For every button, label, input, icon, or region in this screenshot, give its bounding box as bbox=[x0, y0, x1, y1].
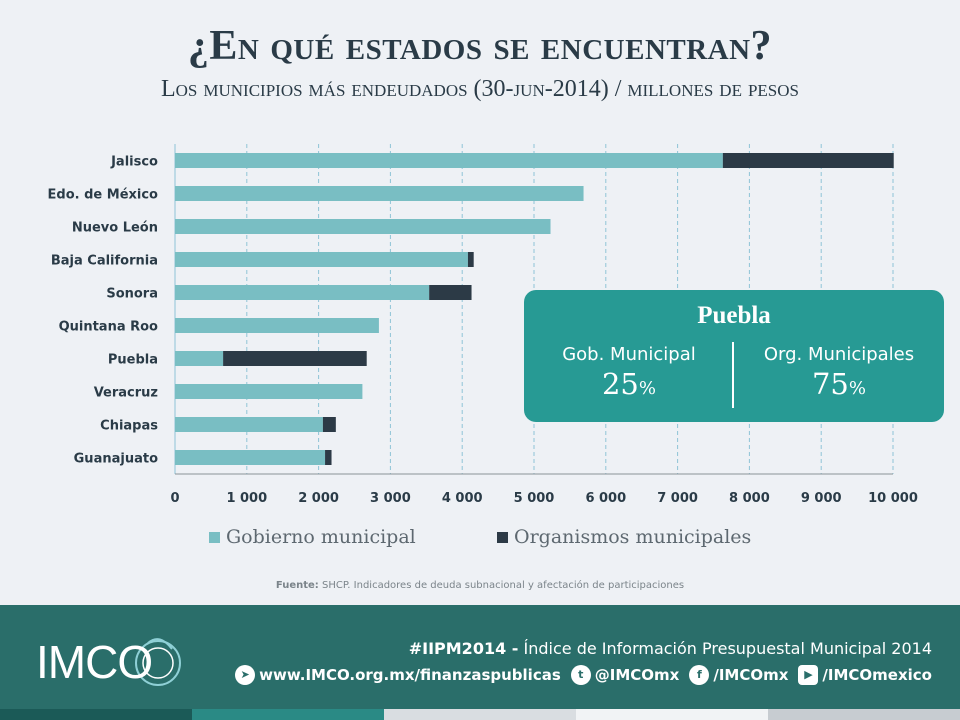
x-tick-label: 8 000 bbox=[729, 491, 770, 506]
bar-gobierno bbox=[175, 219, 551, 234]
link-facebook[interactable]: /IMCOmx bbox=[713, 666, 789, 684]
stripe bbox=[0, 709, 192, 720]
bar-gobierno bbox=[175, 186, 584, 201]
x-tick-label: 0 bbox=[170, 491, 179, 506]
footer: IMCO #IIPM2014 - Índice de Información P… bbox=[0, 605, 960, 720]
x-tick-label: 10 000 bbox=[868, 491, 918, 506]
logo-text: IMCO bbox=[36, 636, 153, 688]
bar-organismos bbox=[722, 153, 894, 168]
callout-title: Puebla bbox=[697, 302, 771, 329]
send-icon: ➤ bbox=[235, 665, 256, 685]
x-tick-label: 4 000 bbox=[442, 491, 483, 506]
category-label: Guanajuato bbox=[74, 452, 158, 467]
stripe bbox=[768, 709, 960, 720]
bar-organismos bbox=[429, 285, 472, 300]
category-label: Chiapas bbox=[100, 419, 158, 434]
callout-right: Org. Municipales 75% bbox=[734, 344, 944, 401]
category-label: Veracruz bbox=[94, 386, 158, 401]
stripe bbox=[576, 709, 768, 720]
x-tick-label: 6 000 bbox=[585, 491, 626, 506]
callout-divider bbox=[732, 342, 734, 408]
legend-swatch-gobierno bbox=[209, 531, 220, 543]
x-tick-label: 1 000 bbox=[226, 491, 267, 506]
bar-gobierno bbox=[175, 351, 224, 366]
twitter-icon: t bbox=[570, 665, 591, 685]
bar-organismos bbox=[322, 417, 336, 432]
logo-swirl-icon bbox=[135, 638, 181, 686]
link-website[interactable]: www.IMCO.org.mx/finanzaspublicas bbox=[259, 666, 561, 684]
category-label: Puebla bbox=[108, 353, 158, 368]
link-twitter[interactable]: @IMCOmx bbox=[594, 666, 680, 684]
x-tick-label: 2 000 bbox=[298, 491, 339, 506]
callout-right-label: Org. Municipales bbox=[763, 344, 915, 365]
legend-label-gobierno: Gobierno municipal bbox=[226, 526, 416, 548]
bar-gobierno bbox=[175, 285, 430, 300]
category-label: Quintana Roo bbox=[59, 320, 158, 335]
callout-left: Gob. Municipal 25% bbox=[524, 344, 734, 401]
bar-gobierno bbox=[175, 417, 323, 432]
callout-left-value: 25% bbox=[601, 367, 656, 401]
bar-gobierno bbox=[175, 252, 468, 267]
category-label: Edo. de México bbox=[48, 188, 159, 203]
page-title: ¿En qué estados se encuentran? bbox=[187, 23, 773, 69]
tagline: #IIPM2014 - Índice de Información Presup… bbox=[408, 639, 932, 658]
x-tick-label: 3 000 bbox=[370, 491, 411, 506]
bar-gobierno bbox=[175, 450, 326, 465]
legend-organismos: Organismos municipales bbox=[497, 526, 751, 548]
x-tick-label: 5 000 bbox=[514, 491, 555, 506]
page-subtitle: Los municipios más endeudados (30-jun-20… bbox=[160, 76, 799, 102]
bar-organismos bbox=[325, 450, 332, 465]
legend-label-organismos: Organismos municipales bbox=[514, 526, 752, 548]
link-youtube[interactable]: /IMCOmexico bbox=[822, 666, 932, 684]
legend-gobierno: Gobierno municipal bbox=[209, 526, 416, 548]
category-label: Jalisco bbox=[110, 155, 158, 170]
bar-gobierno bbox=[175, 153, 723, 168]
stripe bbox=[384, 709, 576, 720]
bar-organismos bbox=[467, 252, 474, 267]
category-label: Sonora bbox=[106, 287, 158, 302]
source-note: Fuente: SHCP. Indicadores de deuda subna… bbox=[275, 580, 685, 591]
bar-chart: 0 1 000 2 000 3 000 4 000 5 000 6 000 7 000 8 00… bbox=[48, 144, 918, 506]
footer-stripes bbox=[0, 709, 960, 720]
x-tick-label: 9 000 bbox=[801, 491, 842, 506]
bar-organismos bbox=[223, 351, 367, 366]
bar-gobierno bbox=[175, 384, 363, 399]
imco-logo: IMCO bbox=[36, 625, 196, 695]
callout-left-label: Gob. Municipal bbox=[562, 344, 696, 365]
legend-swatch-organismos bbox=[497, 531, 508, 543]
stripe bbox=[192, 709, 384, 720]
category-label: Nuevo León bbox=[72, 221, 158, 236]
callout-right-value: 75% bbox=[811, 367, 866, 401]
youtube-icon: ▶ bbox=[798, 665, 819, 685]
bar-gobierno bbox=[175, 318, 379, 333]
footer-links: ➤ www.IMCO.org.mx/finanzaspublicas t @IM… bbox=[225, 665, 932, 685]
category-label: Baja California bbox=[51, 254, 158, 269]
facebook-icon: f bbox=[689, 665, 710, 685]
puebla-callout: Puebla Gob. Municipal 25% Org. Municipal… bbox=[524, 290, 944, 422]
x-tick-label: 7 000 bbox=[657, 491, 698, 506]
